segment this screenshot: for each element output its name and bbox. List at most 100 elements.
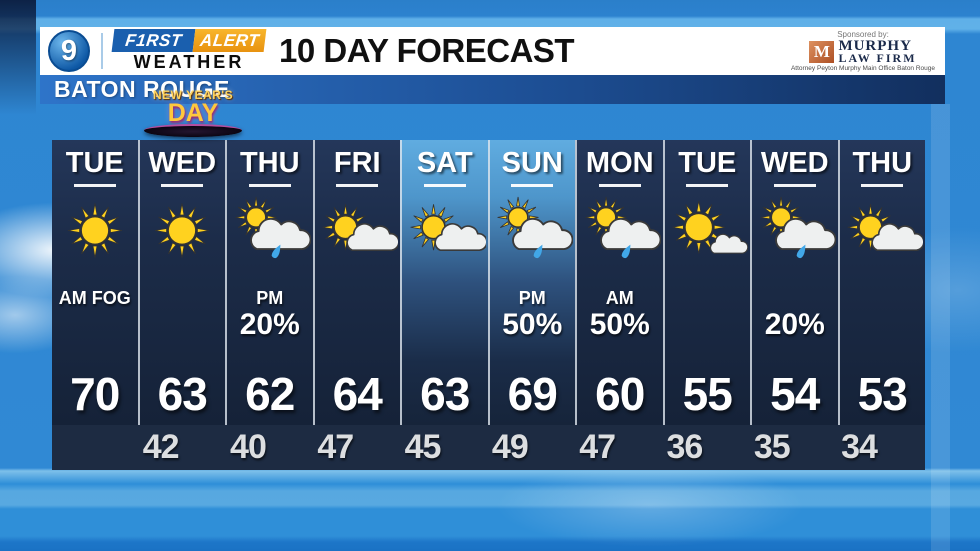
partly-cloudy-icon [322, 203, 399, 251]
shower-icon [497, 196, 574, 258]
high-temp: 53 [857, 368, 908, 420]
location-strip: BATON ROUGE [40, 75, 945, 104]
shower-icon [585, 196, 661, 258]
day-underline [423, 184, 466, 187]
low-temp: 47 [579, 428, 616, 466]
murphy-name: MURPHY LAW FIRM [838, 37, 917, 65]
precip-chance: 20% [239, 308, 300, 341]
day-label: MON [585, 147, 654, 179]
mostly-sunny-icon [672, 200, 749, 254]
forecast-day-column: WED 63 [137, 140, 226, 425]
precip-condition: 20% [752, 287, 838, 341]
high-temp: 62 [245, 368, 295, 420]
sky-light-band [931, 104, 950, 551]
low-temp: 42 [142, 428, 180, 466]
high-temp: 54 [770, 368, 820, 420]
high-temp: 69 [507, 368, 558, 420]
new-years-day-banner: NEW YEAR'S DAY [137, 88, 249, 144]
day-underline [861, 184, 904, 187]
high-temp: 70 [70, 368, 120, 420]
weather-icon-wrap [577, 190, 663, 270]
low-temp: 35 [753, 428, 791, 466]
weather-icon-wrap [490, 190, 576, 270]
day-label: WED [148, 147, 217, 179]
day-underline [161, 184, 204, 187]
condition-label: AM [605, 288, 634, 308]
low-temp: 34 [841, 428, 878, 466]
low-temp: 36 [666, 428, 704, 466]
condition-label: PM [518, 288, 546, 308]
condition-label [402, 287, 488, 309]
murphy-name-line2: LAW FIRM [838, 50, 917, 65]
banner-stage-platform [144, 124, 242, 137]
forecast-day-column: SUN PM 50% 69 [487, 140, 576, 425]
low-temp: 49 [491, 428, 529, 466]
sunny-icon [67, 202, 122, 258]
forecast-day-column: THU 53 [837, 140, 926, 425]
page-title: 10 DAY FORECAST [279, 32, 575, 69]
high-temp: 64 [332, 368, 383, 420]
forecast-day-column: WED 20% 54 [750, 140, 838, 425]
precip-chance: 20% [764, 308, 825, 341]
sunny-icon [155, 202, 210, 258]
condition-label [840, 287, 926, 309]
precip-condition: PM 50% [490, 287, 576, 341]
brand-weather: WEATHER [133, 52, 245, 72]
precip-condition: AM 50% [577, 287, 663, 341]
first-alert-weather-badge: F1RST ALERT WEATHER [111, 29, 267, 73]
condition-label: PM [256, 288, 284, 308]
forecast-day-column: THU PM 20% 62 [225, 140, 313, 425]
day-label: FRI [333, 147, 381, 179]
station-number: 9 [60, 34, 78, 67]
day-underline [598, 184, 641, 187]
sky-dark-corner [0, 0, 36, 115]
shower-icon [760, 196, 836, 258]
condition-label [140, 287, 226, 309]
shower-icon [235, 196, 311, 258]
weather-icon-wrap [840, 190, 926, 270]
day-underline [248, 184, 291, 187]
precip-condition [840, 287, 926, 309]
precip-condition [402, 287, 488, 309]
day-label: SAT [416, 147, 473, 179]
day-label: THU [852, 147, 913, 179]
day-underline [511, 184, 554, 187]
forecast-columns: TUE AM FOG 70 WED 63 THU PM 20% 62 FRI 64 SAT 63 SUN P… [52, 140, 925, 425]
weather-icon-wrap [665, 190, 751, 270]
weather-icon-wrap [752, 190, 838, 270]
day-label: THU [239, 147, 300, 179]
forecast-day-column: FRI 64 [312, 140, 401, 425]
high-temp: 60 [595, 368, 645, 420]
high-temp: 63 [420, 368, 470, 420]
condition-label [315, 287, 401, 309]
location-label: BATON ROUGE [54, 76, 230, 102]
first-alert-row: F1RST ALERT [111, 29, 267, 52]
condition-label [665, 287, 751, 309]
sponsor-label: Sponsored by: [837, 29, 889, 39]
murphy-m-logo: M [809, 40, 835, 63]
partly-cloudy-icon [410, 203, 486, 251]
weather-icon-wrap [227, 190, 313, 270]
forecast-day-column: TUE AM FOG 70 [52, 140, 138, 425]
low-temp: 40 [230, 428, 267, 466]
sponsor-tagline: Attorney Peyton Murphy Main Office Baton… [790, 64, 936, 72]
precip-condition [140, 287, 226, 309]
forecast-day-column: SAT 63 [400, 140, 488, 425]
precip-condition [315, 287, 401, 309]
murphy-name-line1: MURPHY [838, 37, 912, 54]
precip-condition [665, 287, 751, 309]
day-text: DAY [167, 99, 219, 127]
day-label: WED [760, 147, 829, 179]
weather-icon-wrap [52, 190, 138, 270]
brand-first: F1RST [111, 29, 196, 52]
forecast-day-column: MON AM 50% 60 [575, 140, 663, 425]
header-divider [101, 33, 103, 69]
day-underline [773, 184, 816, 187]
precip-condition: AM FOG [52, 287, 138, 309]
day-underline [73, 184, 116, 187]
sponsor-logo-row: M MURPHY LAW FIRM [783, 37, 943, 65]
precip-chance: 50% [589, 308, 650, 341]
forecast-panel: TUE AM FOG 70 WED 63 THU PM 20% 62 FRI 64 SAT 63 SUN P… [52, 140, 925, 470]
precip-condition: PM 20% [227, 287, 313, 341]
day-label: SUN [501, 147, 563, 179]
